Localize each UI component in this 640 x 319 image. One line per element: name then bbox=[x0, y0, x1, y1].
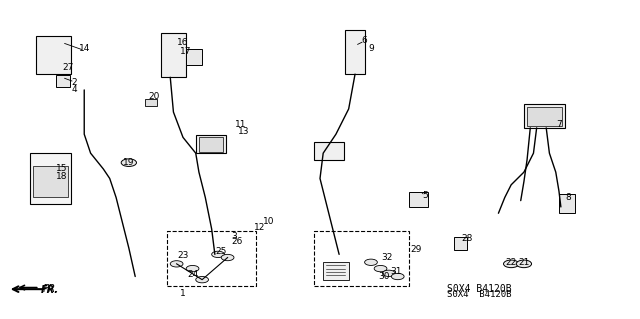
Bar bbox=[167, 231, 256, 286]
Text: 22: 22 bbox=[506, 258, 516, 267]
Text: FR.: FR. bbox=[41, 285, 59, 295]
Text: 30: 30 bbox=[378, 272, 390, 281]
Circle shape bbox=[374, 265, 387, 272]
Circle shape bbox=[383, 270, 395, 277]
Text: 4: 4 bbox=[72, 85, 77, 94]
Text: 14: 14 bbox=[79, 44, 90, 53]
Circle shape bbox=[196, 277, 209, 283]
Circle shape bbox=[170, 261, 183, 267]
Bar bbox=[559, 194, 575, 213]
Text: 28: 28 bbox=[461, 234, 472, 243]
Text: 1: 1 bbox=[180, 289, 186, 298]
Circle shape bbox=[121, 159, 136, 167]
Circle shape bbox=[392, 273, 404, 280]
Bar bbox=[199, 137, 223, 152]
Bar bbox=[314, 142, 344, 160]
Text: 29: 29 bbox=[410, 245, 421, 254]
Bar bbox=[454, 237, 467, 250]
Bar bbox=[145, 100, 157, 106]
Bar bbox=[30, 153, 72, 204]
Bar bbox=[161, 33, 186, 77]
Circle shape bbox=[212, 251, 225, 257]
Circle shape bbox=[221, 254, 234, 261]
Bar bbox=[196, 135, 227, 153]
Text: S0X4  B4120B: S0X4 B4120B bbox=[447, 290, 512, 299]
Text: 2: 2 bbox=[72, 78, 77, 86]
Circle shape bbox=[186, 265, 199, 272]
Text: 23: 23 bbox=[177, 251, 189, 260]
Circle shape bbox=[365, 259, 378, 265]
Text: 17: 17 bbox=[180, 48, 192, 56]
Bar bbox=[186, 49, 202, 65]
Bar bbox=[323, 262, 349, 280]
Text: 5: 5 bbox=[422, 191, 428, 200]
Text: 19: 19 bbox=[123, 158, 134, 167]
Text: 20: 20 bbox=[148, 92, 160, 101]
Text: 8: 8 bbox=[566, 193, 572, 202]
Text: 24: 24 bbox=[187, 271, 198, 279]
Text: 26: 26 bbox=[232, 237, 243, 246]
Bar bbox=[36, 36, 72, 74]
Text: 9: 9 bbox=[368, 44, 374, 53]
Bar bbox=[314, 231, 409, 286]
Text: 7: 7 bbox=[556, 120, 562, 129]
Text: S0X4 B4120B: S0X4 B4120B bbox=[447, 284, 512, 294]
Text: 32: 32 bbox=[381, 253, 392, 262]
Text: FR.: FR. bbox=[43, 284, 60, 294]
Text: 13: 13 bbox=[238, 127, 250, 136]
Text: 25: 25 bbox=[216, 247, 227, 256]
Bar bbox=[409, 192, 428, 207]
Text: 16: 16 bbox=[177, 38, 189, 47]
Text: 15: 15 bbox=[56, 165, 68, 174]
Text: 6: 6 bbox=[362, 36, 367, 45]
Text: 21: 21 bbox=[518, 258, 529, 267]
Bar bbox=[524, 104, 565, 128]
Text: 27: 27 bbox=[63, 63, 74, 72]
Bar bbox=[56, 75, 70, 87]
Text: 11: 11 bbox=[235, 120, 246, 129]
Circle shape bbox=[516, 260, 532, 268]
Text: 10: 10 bbox=[263, 217, 275, 226]
Text: 12: 12 bbox=[254, 223, 265, 232]
Text: 18: 18 bbox=[56, 172, 68, 182]
Bar bbox=[33, 166, 68, 197]
Circle shape bbox=[504, 260, 519, 268]
Text: 31: 31 bbox=[390, 267, 402, 276]
Bar bbox=[527, 107, 562, 126]
Bar bbox=[346, 30, 365, 74]
Text: 3: 3 bbox=[231, 233, 237, 241]
